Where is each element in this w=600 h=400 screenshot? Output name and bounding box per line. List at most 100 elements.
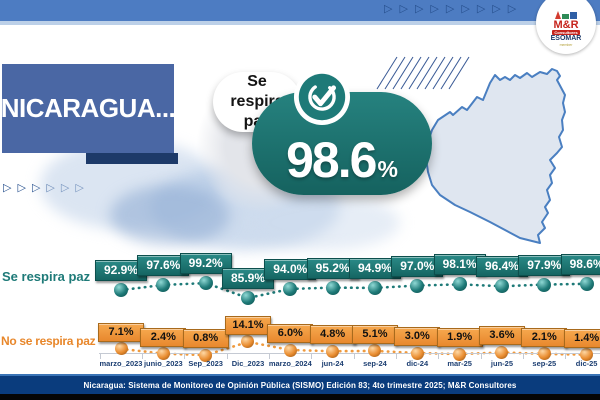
value-label-orange: 1.4%: [563, 328, 600, 348]
data-point-orange: [410, 346, 424, 360]
x-axis-label: junio_2023: [143, 359, 183, 368]
series-line-teal: [119, 281, 588, 300]
x-axis-tick: [565, 353, 567, 359]
value-label-teal: 94.9%: [348, 257, 401, 279]
x-axis-label: jun-24: [321, 359, 344, 368]
x-axis-tick: [353, 353, 355, 359]
data-point-teal: [410, 278, 425, 293]
value-label-orange: 1.9%: [436, 328, 483, 348]
value-label-orange: 3.0%: [394, 327, 441, 346]
x-axis-label: dic-25: [575, 359, 598, 368]
checkmark-badge-icon: [293, 68, 351, 126]
series-label-se-respira-paz: Se respira paz: [2, 269, 91, 284]
x-axis-tick: [311, 353, 313, 359]
data-point-teal: [452, 277, 467, 292]
value-label-teal: 96.4%: [475, 256, 528, 278]
top-accent-bar: [0, 0, 600, 21]
triangle-arrow-icon: ▷: [384, 2, 393, 15]
x-axis-label: Sep_2023: [188, 359, 223, 368]
data-point-teal: [283, 281, 298, 296]
data-point-teal: [367, 280, 382, 295]
data-point-teal: [537, 277, 552, 292]
value-label-teal: 97.9%: [518, 254, 571, 276]
x-axis-tick: [523, 353, 525, 359]
logo-member: member: [559, 43, 573, 47]
page-title: NICARAGUA...: [0, 93, 176, 123]
triangle-arrows-top: ▷ ▷ ▷ ▷ ▷ ▷ ▷ ▷ ▷: [384, 2, 516, 15]
data-point-orange: [114, 342, 128, 356]
series-line-orange: [119, 340, 588, 357]
x-axis-label: jun-25: [490, 359, 514, 368]
value-label-teal: 95.2%: [306, 257, 359, 279]
logo-name: M&R: [553, 19, 579, 31]
x-axis-tick: [142, 353, 144, 359]
hatch-decoration: [376, 56, 470, 90]
x-axis-label: dic-24: [406, 359, 429, 368]
data-point-orange: [199, 348, 213, 362]
triangle-arrow-icon: ▷: [414, 2, 424, 15]
value-label-orange: 6.0%: [267, 324, 314, 343]
x-axis-label: sep-24: [363, 359, 387, 368]
x-axis-tick: [269, 353, 271, 359]
value-label-orange: 2.1%: [521, 327, 568, 347]
footer-bar: Nicaragua: Sistema de Monitoreo de Opini…: [0, 374, 600, 394]
data-point-orange: [283, 343, 297, 357]
top-accent-underline: [0, 21, 600, 25]
footer-source-text: Nicaragua: Sistema de Monitoreo de Opini…: [83, 380, 517, 390]
value-label-teal: 98.1%: [433, 254, 486, 276]
data-point-orange: [537, 347, 551, 361]
x-axis-tick: [226, 353, 228, 359]
triangle-arrow-icon: ▷: [430, 2, 439, 15]
data-point-orange: [453, 347, 467, 361]
triangle-arrow-icon: ▷: [492, 2, 501, 15]
x-axis-label: marzo_2024: [268, 359, 312, 368]
x-axis-label: Dic_2023: [231, 359, 265, 368]
data-point-orange: [241, 335, 255, 349]
value-label-teal: 99.2%: [179, 253, 232, 275]
value-label-teal: 85.9%: [221, 268, 274, 289]
value-label-orange: 7.1%: [98, 322, 144, 342]
logo-org: ESOMAR: [550, 35, 582, 42]
triangle-arrow-icon: ▷: [31, 181, 41, 194]
logo-graphic-icon: [555, 11, 577, 19]
data-point-orange: [495, 345, 509, 359]
headline-value-pill: 98.6 %: [252, 92, 432, 195]
data-point-teal: [325, 280, 340, 295]
triangle-arrow-icon: ▷: [445, 2, 455, 15]
data-point-orange: [156, 347, 170, 361]
photo-woman-wash: [110, 185, 230, 245]
data-point-orange: [368, 344, 382, 358]
data-point-teal: [240, 291, 255, 305]
value-label-teal: 98.6%: [560, 253, 600, 275]
triangle-arrow-icon: ▷: [17, 181, 26, 194]
series-label-no-se-respira-paz: No se respira paz: [1, 334, 96, 348]
x-axis-tick: [480, 353, 482, 359]
triangle-arrow-icon: ▷: [476, 2, 486, 15]
value-label-orange: 5.1%: [351, 324, 398, 344]
x-axis-label: sep-25: [532, 359, 557, 368]
value-label-orange: 2.4%: [140, 327, 187, 347]
x-axis-label: mar-25: [447, 359, 472, 368]
x-axis-tick: [184, 353, 186, 359]
bottom-strip: [0, 394, 600, 400]
triangle-arrow-icon: ▷: [399, 2, 408, 15]
logo-sub: Consultores: [552, 30, 580, 35]
data-point-orange: [326, 344, 340, 358]
triangle-arrow-icon: ▷: [507, 2, 517, 15]
x-axis-label: marzo_2023: [99, 359, 143, 368]
title-box-shadow: [86, 153, 178, 164]
value-label-orange: 0.8%: [182, 329, 229, 349]
headline-value: 98.6: [286, 131, 377, 188]
triangle-arrow-icon: ▷: [3, 181, 12, 194]
nicaragua-map: [425, 68, 566, 244]
headline-unit: %: [377, 156, 398, 182]
value-label-orange: 4.8%: [309, 325, 356, 345]
data-point-teal: [579, 276, 594, 291]
value-label-orange: 3.6%: [478, 326, 525, 346]
data-point-teal: [198, 276, 213, 291]
data-point-teal: [156, 277, 171, 292]
data-point-teal: [494, 279, 509, 294]
value-label-teal: 92.9%: [95, 260, 147, 282]
